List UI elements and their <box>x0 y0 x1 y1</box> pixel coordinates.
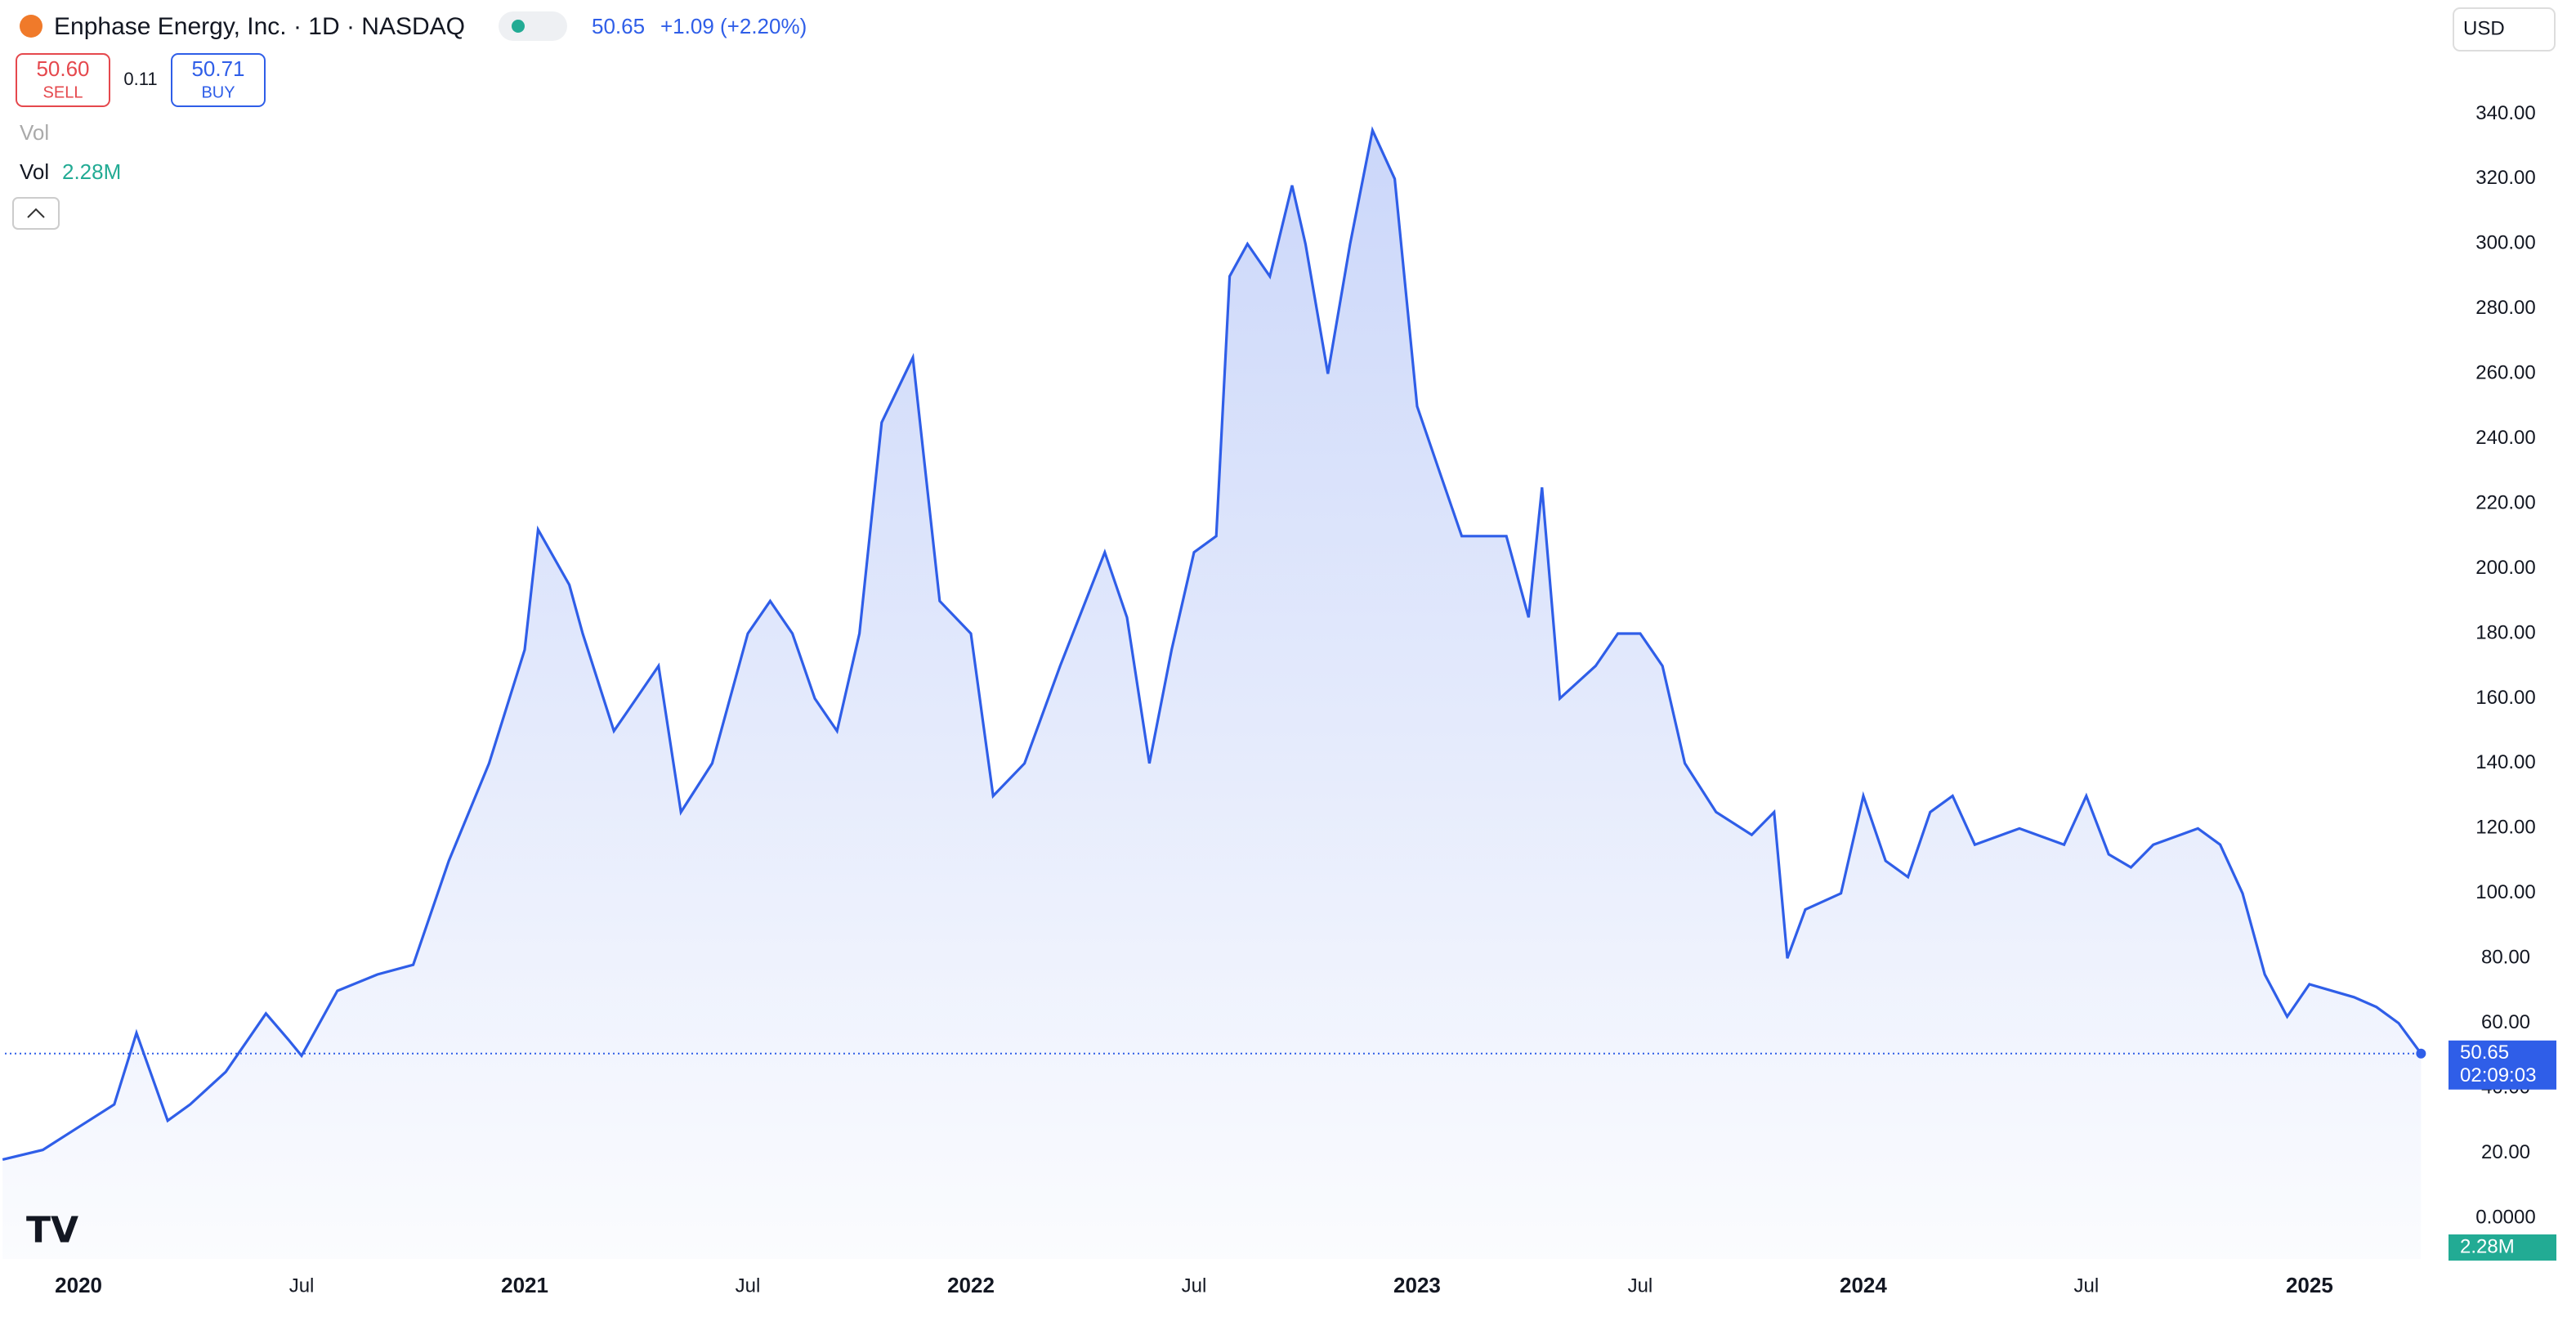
x-tick-label: 2022 <box>947 1273 995 1297</box>
x-tick-label: Jul <box>289 1274 315 1297</box>
currency-select[interactable] <box>2453 7 2556 52</box>
plot-area <box>2 126 2427 1259</box>
y-tick-label: 320.00 <box>2475 167 2535 189</box>
last-point <box>2416 1048 2426 1059</box>
price-line <box>2 126 2422 1161</box>
sell-price[interactable]: 50.60 <box>36 56 89 81</box>
buy-button[interactable] <box>171 53 266 107</box>
last-price-box <box>2449 1040 2556 1090</box>
sell-label[interactable]: SELL <box>43 83 83 101</box>
vol-value: 2.28M <box>62 159 121 184</box>
vol-hidden: Vol <box>20 120 49 145</box>
logo <box>20 15 42 38</box>
last-price: 50.65 <box>592 14 645 38</box>
y-tick-label: 100.00 <box>2475 881 2535 903</box>
y-tick-label: 160.00 <box>2475 687 2535 709</box>
x-tick-label: Jul <box>1628 1274 1653 1297</box>
y-tick-label: 120.00 <box>2475 817 2535 839</box>
x-tick-label: Jul <box>736 1274 761 1297</box>
watermark: 𝗧𝗩 <box>26 1211 78 1251</box>
y-tick-label: 200.00 <box>2475 557 2535 579</box>
vol-label: Vol <box>20 159 49 184</box>
x-tick-label: 2020 <box>55 1273 102 1297</box>
collapse-button[interactable] <box>12 197 60 230</box>
status-pill <box>499 11 567 41</box>
y-tick-label: 300.00 <box>2475 232 2535 254</box>
sell-button[interactable] <box>16 53 110 107</box>
x-tick-label: 2025 <box>2286 1273 2333 1297</box>
volume-box <box>2449 1234 2556 1261</box>
y-tick-label: 180.00 <box>2475 621 2535 643</box>
y-tick-label: 140.00 <box>2475 751 2535 773</box>
area <box>2 130 2422 1259</box>
x-tick-label: 2023 <box>1393 1273 1441 1297</box>
countdown: 02:09:03 <box>2460 1064 2536 1086</box>
y-tick-label: 280.00 <box>2475 297 2535 319</box>
status-dot <box>512 20 525 33</box>
currency[interactable]: USD <box>2463 17 2505 39</box>
y-tick-label: 80.00 <box>2481 947 2530 969</box>
volume-label: 2.28M <box>2460 1235 2515 1257</box>
x-tick-label: Jul <box>2074 1274 2100 1297</box>
x-tick-label: Jul <box>1182 1274 1207 1297</box>
collapse-icon[interactable] <box>27 208 45 218</box>
y-tick-label: 220.00 <box>2475 491 2535 513</box>
y-tick-label: 260.00 <box>2475 362 2535 384</box>
chart-title: Enphase Energy, Inc. · 1D · NASDAQ <box>54 13 465 40</box>
price-change: +1.09 (+2.20%) <box>660 14 807 38</box>
x-tick-label: 2021 <box>501 1273 548 1297</box>
y-tick-label: 240.00 <box>2475 427 2535 449</box>
y-tick-label: 0.0000 <box>2475 1206 2535 1228</box>
buy-price[interactable]: 50.71 <box>191 56 244 81</box>
y-tick-label: 60.00 <box>2481 1011 2530 1033</box>
x-tick-label: 2024 <box>1840 1273 1887 1297</box>
buy-label[interactable]: BUY <box>201 83 235 101</box>
spread: 0.11 <box>123 69 157 89</box>
last-price-label: 50.65 <box>2460 1042 2509 1064</box>
y-tick-label: 340.00 <box>2475 102 2535 124</box>
y-tick-label: 20.00 <box>2481 1141 2530 1163</box>
